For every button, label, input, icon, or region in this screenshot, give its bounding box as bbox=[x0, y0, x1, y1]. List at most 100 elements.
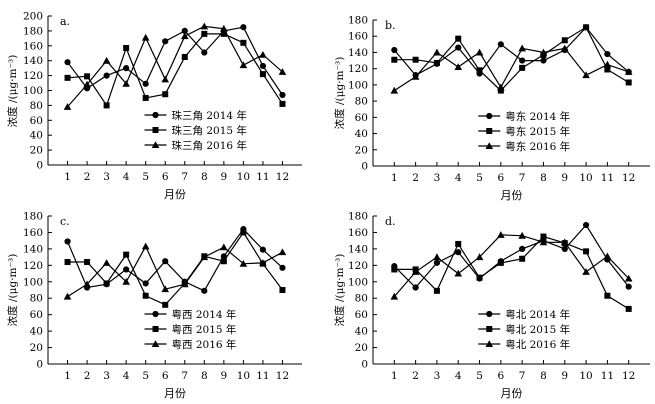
data-point bbox=[604, 66, 611, 73]
series-line bbox=[393, 47, 629, 92]
y-tick-label: 40 bbox=[355, 128, 368, 140]
panel-label: d. bbox=[385, 215, 396, 228]
y-tick-label: 60 bbox=[355, 112, 368, 124]
y-tick-label: 180 bbox=[23, 211, 43, 223]
series-2 bbox=[391, 24, 632, 94]
data-point bbox=[239, 259, 248, 267]
data-point bbox=[220, 24, 228, 32]
data-point bbox=[64, 259, 71, 266]
y-axis-title: 浓度 /(μg·m⁻³) bbox=[6, 254, 19, 327]
legend-marker bbox=[485, 142, 494, 149]
y-tick-label: 100 bbox=[348, 79, 368, 91]
legend-marker bbox=[152, 326, 159, 332]
x-tick-label: 2 bbox=[84, 171, 91, 183]
legend-label: 粤东 2016 年 bbox=[505, 140, 570, 153]
x-tick-label: 5 bbox=[142, 370, 149, 382]
x-tick-label: 3 bbox=[103, 370, 110, 382]
x-tick-label: 12 bbox=[276, 370, 289, 382]
data-point bbox=[180, 280, 189, 288]
x-tick-label: 5 bbox=[476, 172, 483, 184]
panel-label: a. bbox=[60, 15, 70, 28]
series-2 bbox=[64, 229, 286, 308]
y-tick-label: 40 bbox=[30, 326, 43, 338]
data-point bbox=[540, 57, 547, 64]
data-point bbox=[180, 32, 189, 40]
data-point bbox=[259, 259, 267, 266]
data-point bbox=[103, 72, 110, 79]
y-tick-label: 100 bbox=[348, 276, 368, 288]
x-tick-label: 2 bbox=[84, 370, 91, 382]
data-point bbox=[497, 87, 504, 94]
x-tick-label: 8 bbox=[201, 370, 208, 382]
data-point bbox=[455, 35, 462, 42]
x-tick-label: 7 bbox=[181, 171, 188, 183]
legend-label: 粤西 2015 年 bbox=[172, 323, 237, 336]
x-tick-label: 5 bbox=[142, 171, 149, 183]
data-point bbox=[624, 274, 633, 282]
legend-marker bbox=[152, 310, 159, 318]
data-point bbox=[519, 57, 526, 64]
x-tick-label: 4 bbox=[123, 370, 130, 382]
x-tick-label: 3 bbox=[103, 171, 110, 183]
data-point bbox=[625, 305, 632, 312]
y-tick-label: 200 bbox=[23, 11, 43, 23]
data-point bbox=[240, 39, 247, 46]
y-tick-label: 100 bbox=[23, 276, 43, 288]
data-point bbox=[102, 259, 111, 266]
x-tick-label: 2 bbox=[412, 172, 419, 184]
data-point bbox=[259, 50, 267, 58]
x-axis-title: 月份 bbox=[501, 387, 523, 400]
x-tick-label: 12 bbox=[276, 171, 289, 183]
data-point bbox=[411, 268, 420, 275]
data-point bbox=[624, 68, 633, 75]
data-point bbox=[84, 259, 91, 266]
data-point bbox=[142, 292, 149, 299]
x-axis-title: 月份 bbox=[501, 189, 523, 202]
panel-label: c. bbox=[60, 215, 70, 228]
x-tick-label: 6 bbox=[162, 370, 169, 382]
y-tick-label: 140 bbox=[348, 47, 368, 59]
data-point bbox=[604, 292, 611, 299]
data-point bbox=[102, 56, 111, 64]
data-point bbox=[433, 59, 440, 66]
y-tick-label: 180 bbox=[348, 15, 368, 27]
legend-label: 珠三角 2016 年 bbox=[172, 139, 247, 152]
data-point bbox=[433, 259, 441, 266]
x-tick-label: 12 bbox=[622, 172, 635, 184]
data-point bbox=[583, 248, 590, 255]
data-point bbox=[433, 287, 440, 294]
data-point bbox=[103, 102, 110, 109]
data-point bbox=[497, 259, 504, 266]
series-2 bbox=[391, 233, 632, 312]
data-point bbox=[162, 258, 169, 265]
x-tick-label: 7 bbox=[519, 172, 526, 184]
data-point bbox=[475, 253, 484, 261]
series-2 bbox=[64, 30, 286, 109]
series-3 bbox=[63, 22, 287, 110]
legend: 粤东 2014 年粤东 2015 年粤东 2016 年 bbox=[478, 110, 570, 153]
data-point bbox=[142, 94, 149, 101]
data-point bbox=[142, 80, 149, 87]
x-tick-label: 10 bbox=[237, 370, 250, 382]
data-point bbox=[539, 48, 548, 56]
y-tick-label: 160 bbox=[23, 227, 43, 239]
x-tick-label: 6 bbox=[498, 370, 505, 382]
data-point bbox=[497, 231, 505, 238]
x-tick-label: 1 bbox=[391, 172, 398, 184]
y-tick-label: 160 bbox=[348, 227, 368, 239]
legend: 粤北 2014 年粤北 2015 年粤北 2016 年 bbox=[478, 308, 570, 351]
data-point bbox=[123, 45, 130, 52]
data-point bbox=[84, 73, 91, 80]
y-tick-label: 140 bbox=[348, 243, 368, 255]
legend-label: 粤北 2016 年 bbox=[505, 338, 570, 351]
data-point bbox=[390, 292, 399, 300]
data-point bbox=[240, 24, 247, 31]
data-point bbox=[625, 283, 632, 290]
legend-marker bbox=[151, 141, 160, 148]
x-tick-label: 9 bbox=[561, 370, 568, 382]
data-point bbox=[582, 221, 590, 229]
legend-marker bbox=[486, 326, 493, 332]
data-point bbox=[279, 91, 286, 99]
legend-label: 粤北 2015 年 bbox=[505, 323, 570, 336]
